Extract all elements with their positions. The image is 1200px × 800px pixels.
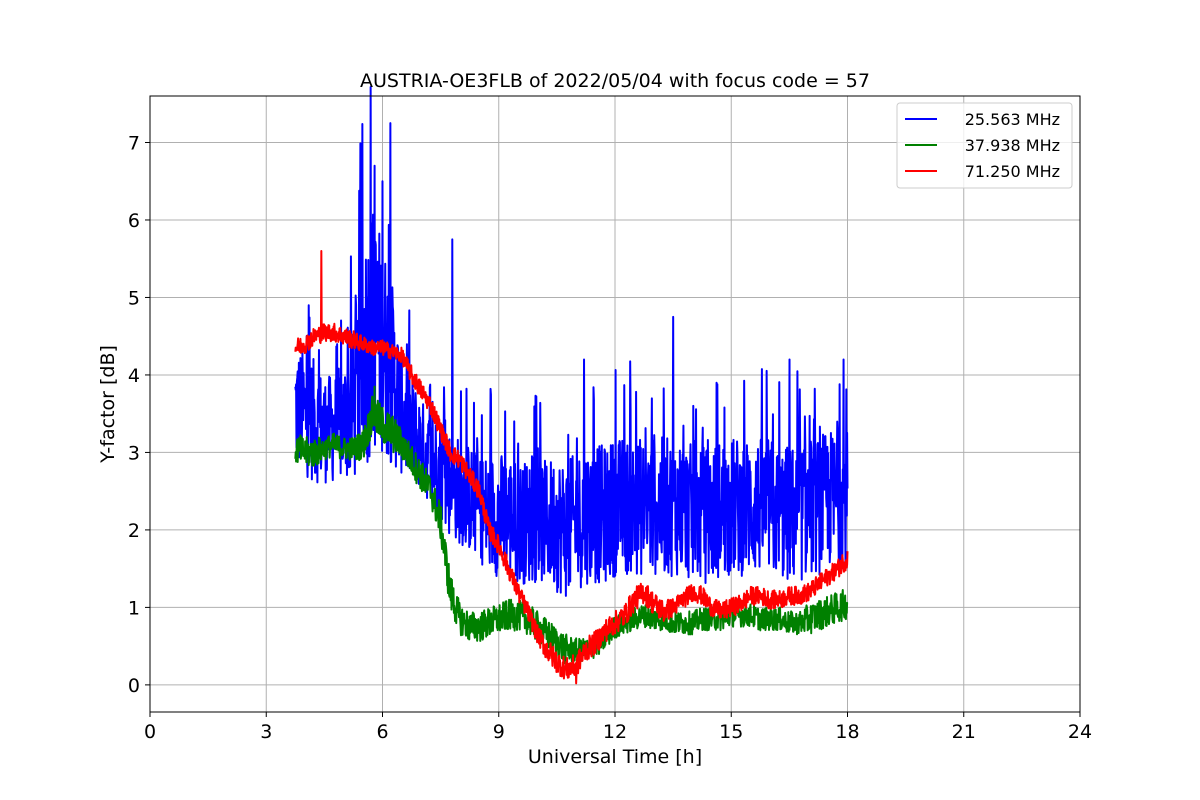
y-tick-label: 5 — [128, 287, 140, 309]
x-tick-label: 0 — [144, 721, 156, 743]
y-tick-label: 2 — [128, 520, 140, 542]
x-tick-label: 6 — [376, 721, 388, 743]
series-line — [294, 385, 849, 665]
x-tick-label: 21 — [952, 721, 976, 743]
legend-box — [896, 102, 1073, 189]
series-layer — [294, 85, 849, 685]
x-tick-label: 3 — [260, 721, 272, 743]
x-tick-label: 9 — [493, 721, 505, 743]
series-line — [294, 85, 849, 597]
x-tick-label: 18 — [835, 721, 859, 743]
y-axis-label: Y-factor [dB] — [97, 345, 119, 464]
legend-label: 37.938 MHz — [965, 136, 1060, 155]
x-axis: 0 3 6 9 12 15 18 21 24 — [144, 712, 1092, 743]
x-tick-label: 15 — [719, 721, 743, 743]
chart-title: AUSTRIA-OE3FLB of 2022/05/04 with focus … — [360, 70, 870, 92]
y-tick-label: 3 — [128, 442, 140, 464]
series-line — [294, 249, 849, 685]
y-axis: 0 1 2 3 4 5 6 7 — [128, 132, 150, 697]
x-axis-label: Universal Time [h] — [528, 746, 702, 768]
y-tick-label: 4 — [128, 365, 140, 387]
y-tick-label: 0 — [128, 675, 140, 697]
x-tick-label: 12 — [603, 721, 627, 743]
legend-label: 71.250 MHz — [965, 162, 1060, 181]
y-tick-label: 1 — [128, 597, 140, 619]
y-tick-label: 6 — [128, 210, 140, 232]
legend: 25.563 MHz 37.938 MHz 71.250 MHz — [896, 102, 1073, 189]
legend-label: 25.563 MHz — [965, 110, 1060, 129]
x-tick-label: 24 — [1068, 721, 1092, 743]
y-tick-label: 7 — [128, 132, 140, 154]
